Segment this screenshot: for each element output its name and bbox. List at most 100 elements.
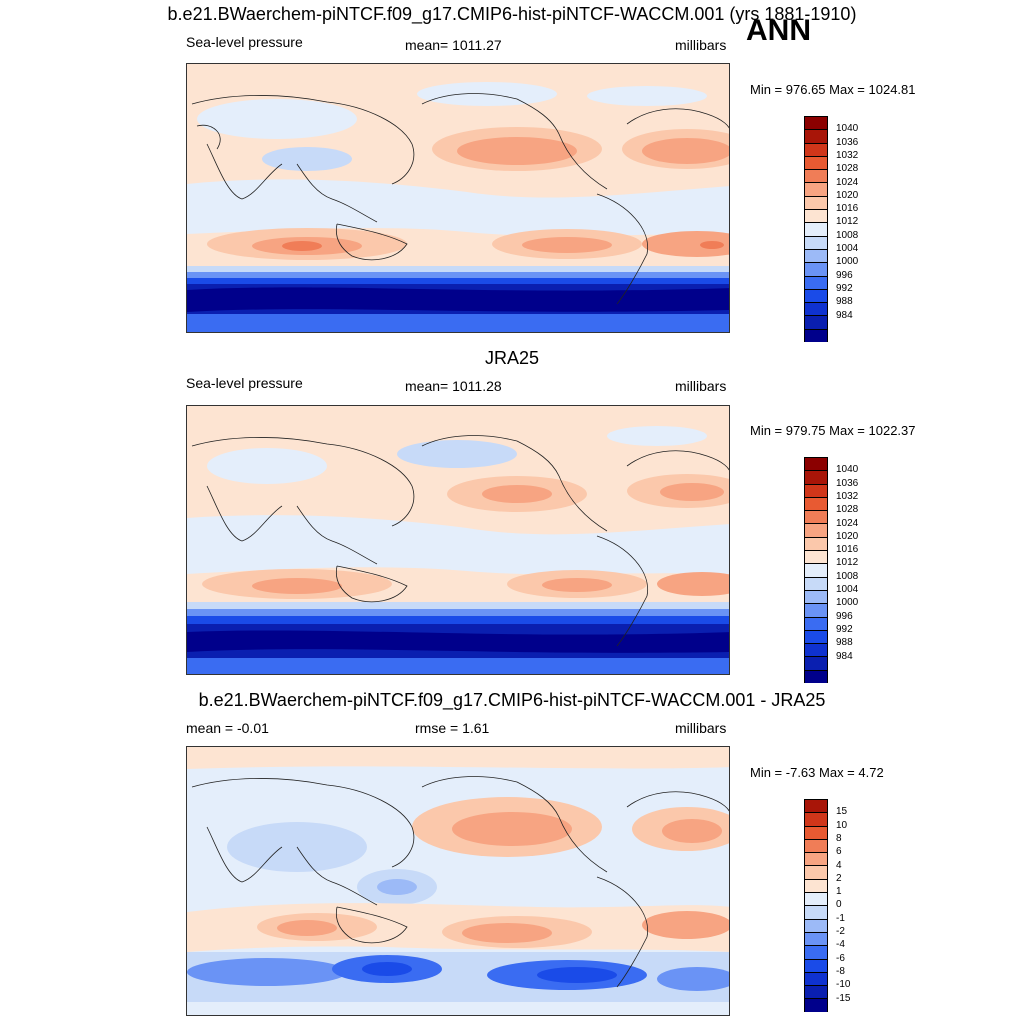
colorbar-box <box>804 616 828 630</box>
colorbar-box <box>804 865 828 879</box>
colorbar-box <box>804 457 828 471</box>
so-negative-4 <box>657 967 729 991</box>
colorbar-tick-label: 1028 <box>836 504 859 516</box>
colorbar-box <box>804 328 828 343</box>
colorbar-box <box>804 182 828 196</box>
model-map <box>186 63 730 333</box>
colorbar-tick-label: 1024 <box>836 176 859 188</box>
colorbar-tick-label: 0 <box>836 899 842 911</box>
colorbar-box <box>804 315 828 329</box>
colorbar-tick-label: 1008 <box>836 229 859 241</box>
diff-title: b.e21.BWaerchem-piNTCF.f09_g17.CMIP6-his… <box>198 690 826 710</box>
obs-map-plot <box>187 406 729 674</box>
colorbar-box <box>804 195 828 210</box>
colorbar-tick-label: 1032 <box>836 149 859 161</box>
colorbar-tick-label: 1020 <box>836 530 859 542</box>
colorbar-tick-label: 996 <box>836 269 853 281</box>
icelandic-low <box>587 86 707 106</box>
colorbar-box <box>804 656 828 670</box>
colorbar-tick-label: -6 <box>836 952 845 964</box>
colorbar-box <box>804 470 828 484</box>
south-atlantic-peak <box>700 241 724 249</box>
colorbar-tick-label: 10 <box>836 819 848 831</box>
se-pacific-high-core <box>542 578 612 592</box>
colorbar-tick-label: 988 <box>836 637 853 649</box>
colorbar-box <box>804 510 828 524</box>
model-mean-label: mean= 1011.27 <box>405 37 502 53</box>
obs-minmax-label: Min = 979.75 Max = 1022.37 <box>750 423 916 438</box>
main-title: b.e21.BWaerchem-piNTCF.f09_g17.CMIP6-his… <box>167 4 857 24</box>
colorbar-box <box>804 563 828 577</box>
colorbar-box <box>804 129 828 143</box>
antarctic-edge <box>187 658 729 674</box>
antarctic-edge <box>187 1002 729 1015</box>
tropical-low-band <box>187 179 729 236</box>
colorbar-box <box>804 523 828 537</box>
colorbar-box <box>804 235 828 249</box>
north-atlantic-core <box>662 819 722 843</box>
colorbar-box <box>804 918 828 932</box>
colorbar-box <box>804 958 828 972</box>
colorbar-box <box>804 892 828 906</box>
colorbar-tick-label: 1020 <box>836 189 859 201</box>
southern-belt-core <box>187 630 729 653</box>
colorbar-box <box>804 589 828 604</box>
atlantic-high-core <box>660 483 724 501</box>
colorbar-tick-label: 1004 <box>836 584 859 595</box>
colorbar-tick-label: 8 <box>836 832 842 844</box>
colorbar-tick-label: 1 <box>836 886 842 898</box>
model-minmax-label: Min = 976.65 Max = 1024.81 <box>750 82 916 97</box>
aleutian-low <box>397 440 517 468</box>
tropical-low-band <box>187 515 729 575</box>
arctic-positive <box>187 747 729 769</box>
colorbar-box <box>804 262 828 276</box>
colorbar-box <box>804 669 828 684</box>
colorbar-box <box>804 169 828 183</box>
model-units-label: millibars <box>675 37 727 53</box>
colorbar-box <box>804 142 828 156</box>
obs-units-label: millibars <box>675 378 727 394</box>
colorbar-box <box>804 945 828 959</box>
colorbar-tick-label: 1012 <box>836 557 859 569</box>
colorbar-tick-label: 4 <box>836 859 842 871</box>
colorbar-box <box>804 209 828 223</box>
colorbar-box <box>804 629 828 644</box>
colorbar-box <box>804 985 828 999</box>
colorbar-tick-label: -4 <box>836 939 845 951</box>
colorbar-box <box>804 905 828 919</box>
colorbar-box <box>804 116 828 130</box>
colorbar-tick-label: -8 <box>836 965 845 977</box>
diff-map <box>186 746 730 1016</box>
colorbar-tick-label: -2 <box>836 926 845 937</box>
colorbar-tick-label: 984 <box>836 309 853 321</box>
maritime-core <box>377 879 417 895</box>
colorbar-box <box>804 536 828 551</box>
colorbar-tick-label: 15 <box>836 806 848 818</box>
indian-high-peak <box>282 241 322 251</box>
colorbar-box <box>804 643 828 657</box>
diff-colorbar: 15 10 8 6 4 2 1 0 -1 -2 -4 -6 -8 -10 -15 <box>804 799 850 1012</box>
so-negative-2-core <box>362 962 412 976</box>
colorbar-tick-label: 6 <box>836 846 842 858</box>
colorbar-tick-label: 1036 <box>836 136 859 148</box>
obs-colorbar: 1040 1036 1032 1028 1024 1020 1016 1012 1008 1004… <box>804 457 858 684</box>
colorbar-box <box>804 971 828 986</box>
colorbar-box <box>804 603 828 617</box>
colorbar-tick-label: -15 <box>836 992 851 1004</box>
himalaya-low <box>262 147 352 171</box>
southern-belt-core <box>187 287 729 312</box>
asian-low <box>207 448 327 484</box>
colorbar-tick-label: -10 <box>836 979 851 991</box>
diff-units-label: millibars <box>675 720 727 736</box>
colorbar-tick-label: 1036 <box>836 477 859 489</box>
coastlines <box>191 93 729 305</box>
south-atlantic-high <box>642 231 729 257</box>
colorbar-tick-label: 1016 <box>836 544 859 556</box>
colorbar-box <box>804 483 828 497</box>
colorbar-box <box>804 496 828 511</box>
colorbar-tick-label: 1000 <box>836 597 859 609</box>
colorbar-tick-label: 1016 <box>836 203 859 215</box>
colorbar-tick-label: 996 <box>836 610 853 622</box>
colorbar-box <box>804 288 828 303</box>
so-negative-1 <box>187 958 347 986</box>
